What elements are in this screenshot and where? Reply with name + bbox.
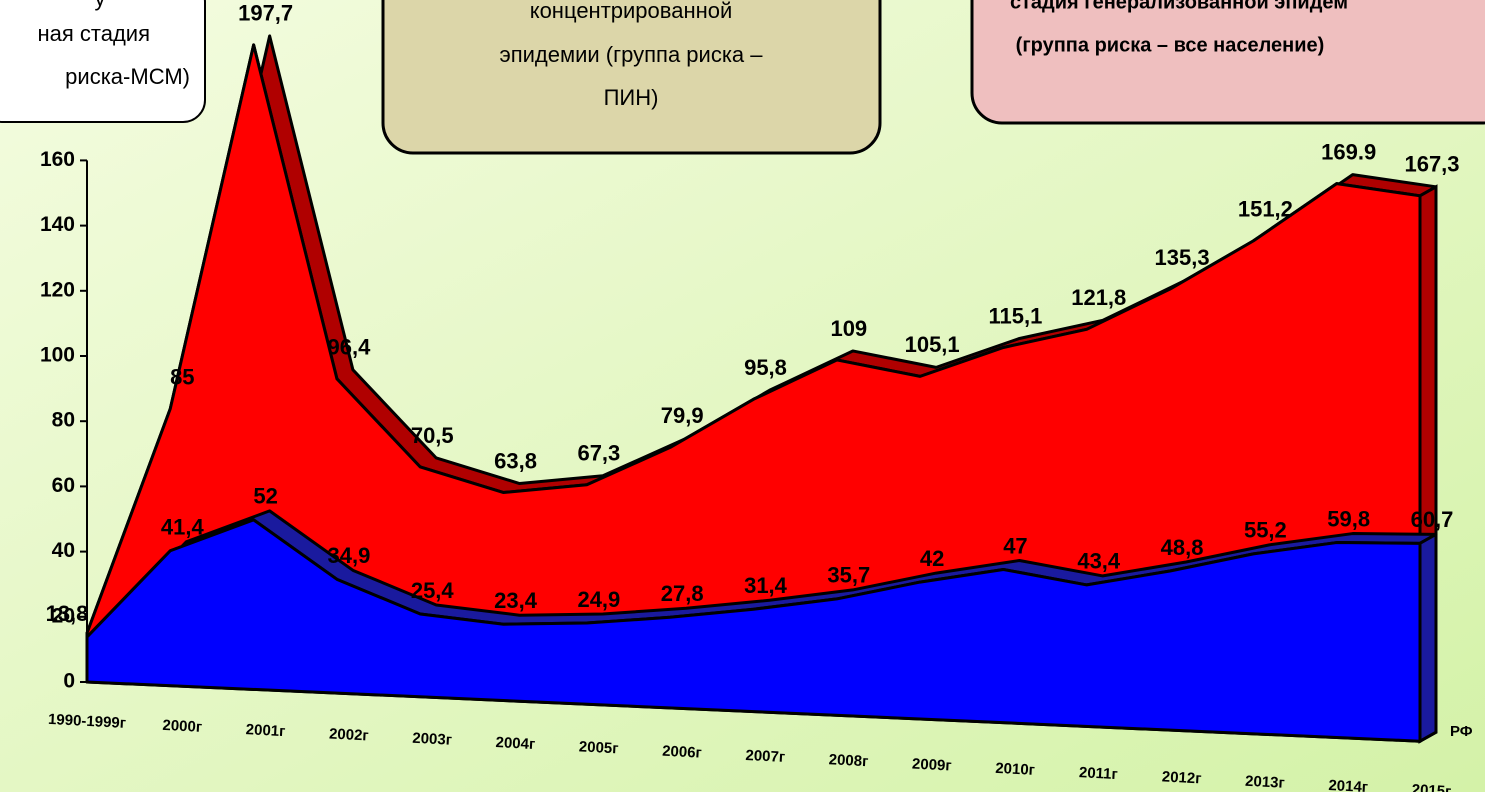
data-label: 23,4	[494, 588, 538, 613]
data-label: 167,3	[1404, 152, 1459, 177]
x-tick-label: 2002г	[329, 725, 369, 744]
x-tick-label: 2007г	[745, 747, 785, 766]
x-tick-label: 2013г	[1245, 773, 1285, 792]
data-label: 24,9	[577, 587, 620, 612]
x-tick-label: 2005г	[578, 738, 618, 757]
callout-right: стадия генерализованной эпидем (группа р…	[970, 0, 1485, 125]
data-label: 85	[170, 364, 194, 389]
data-label: 13,8	[46, 601, 89, 626]
data-label: 27,8	[661, 581, 704, 606]
data-label: 135,3	[1155, 245, 1210, 270]
data-label: 55,2	[1244, 518, 1287, 543]
data-label: 34,9	[328, 543, 371, 568]
callout-text: у	[95, 0, 106, 11]
y-tick-label: 160	[40, 148, 75, 171]
y-tick-label: 120	[40, 278, 75, 301]
x-tick-label: 2000г	[162, 717, 202, 736]
x-tick-label: 2008г	[828, 751, 868, 770]
data-label: 52	[253, 484, 277, 509]
y-tick-label: 80	[52, 409, 75, 432]
callout-box	[0, 0, 206, 123]
area	[85, 43, 1422, 743]
x-tick-label: 2003г	[412, 730, 452, 749]
legend-label: РФ	[1450, 723, 1473, 740]
x-tick-label: 2012г	[1161, 768, 1201, 787]
plot: 0 20 40 60 80 100 120 140 160 85 197,7 96,4 70,5 63,8…	[40, 1, 1473, 792]
y-tick-label: 60	[52, 474, 75, 497]
data-label: 169.9	[1321, 139, 1376, 164]
x-tick-label: 2015г	[1411, 781, 1451, 792]
callout-text: риска-МСМ)	[65, 64, 190, 89]
data-label: 42	[920, 546, 944, 571]
data-label: 96,4	[328, 335, 372, 360]
data-label: 63,8	[494, 448, 537, 473]
data-label: 67,3	[577, 441, 620, 466]
data-label: 43,4	[1077, 549, 1121, 574]
data-label: 25,4	[411, 578, 455, 603]
data-label: 95,8	[744, 355, 787, 380]
y-tick-label: 140	[40, 213, 75, 236]
x-tick-label: 2009г	[912, 756, 952, 775]
data-label: 60,7	[1411, 507, 1454, 532]
data-label: 109	[830, 316, 867, 341]
callout-text: стадия генерализованной эпидем	[1010, 0, 1348, 13]
y-tick-label: 20	[52, 604, 75, 627]
data-label: 121,8	[1071, 285, 1126, 310]
callout-box	[970, 0, 1485, 125]
area-side	[1418, 531, 1438, 744]
callout-text: эпидемии (группа риска –	[499, 42, 763, 67]
callout-text: ная стадия	[37, 21, 150, 46]
data-label: 59,8	[1327, 506, 1370, 531]
callout-left: у ная стадия риска-МСМ)	[0, 0, 206, 123]
x-tick-label: 2011г	[1079, 764, 1119, 783]
x-tick-label: 2006г	[662, 743, 702, 762]
x-tick-label: 2014г	[1328, 777, 1368, 792]
y-tick-label: 0	[63, 670, 75, 693]
x-tick-label: 2010г	[995, 760, 1035, 779]
data-label: 41,4	[161, 515, 205, 540]
area	[85, 518, 1422, 743]
data-label: 70,5	[411, 423, 454, 448]
callout-text: концентрированной	[530, 0, 733, 23]
callout-middle: концентрированной эпидемии (группа риска…	[381, 0, 882, 155]
x-tick-label: 1990-1999г	[48, 711, 127, 732]
y-tick-label: 40	[52, 539, 75, 562]
data-label: 105,1	[905, 332, 960, 357]
callout-text: ПИН)	[604, 85, 659, 110]
data-label: 197,7	[238, 1, 293, 26]
callout-box	[381, 0, 882, 155]
y-tick-label: 100	[40, 344, 75, 367]
x-tick-label: 2001г	[245, 721, 285, 740]
data-label: 35,7	[827, 563, 870, 588]
data-label: 47	[1003, 533, 1027, 558]
data-label: 151,2	[1238, 197, 1293, 222]
callout-text: (группа риска – все население)	[1016, 34, 1325, 56]
data-label: 31,4	[744, 573, 788, 598]
x-tick-label: 2004г	[495, 734, 535, 753]
data-label: 79,9	[661, 403, 704, 428]
data-label: 48,8	[1161, 535, 1204, 560]
data-label: 115,1	[989, 303, 1043, 328]
